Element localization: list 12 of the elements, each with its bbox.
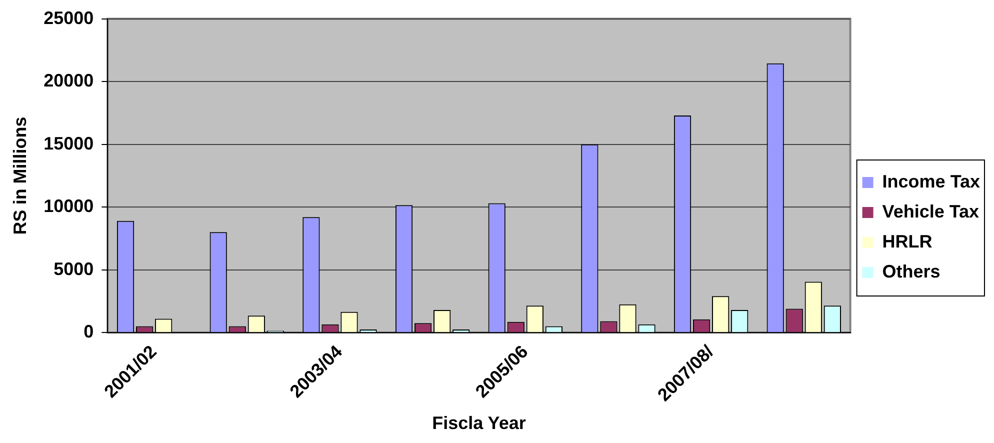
y-axis-title: RS in Millions	[10, 116, 30, 235]
y-tick-label: 0	[84, 322, 94, 342]
y-tick-label: 15000	[44, 133, 94, 154]
legend-label: HRLR	[882, 231, 932, 252]
y-tick-label: 5000	[54, 258, 94, 279]
legend-label: Vehicle Tax	[882, 201, 980, 222]
y-tick-label: 10000	[44, 196, 94, 216]
y-tick-label: 25000	[44, 8, 94, 28]
legend-label: Income Tax	[882, 171, 980, 192]
legend-label: Others	[882, 261, 940, 282]
y-tick-label: 20000	[44, 70, 94, 91]
x-axis-title: Fiscla Year	[432, 413, 526, 434]
